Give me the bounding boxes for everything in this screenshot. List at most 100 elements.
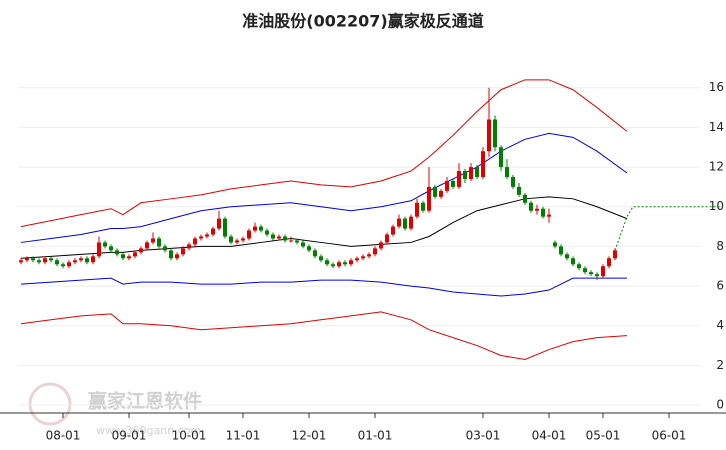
candle-body: [61, 264, 65, 267]
candle-body: [223, 218, 227, 237]
candle-body: [457, 171, 461, 187]
candle-body: [397, 218, 401, 227]
candle-body: [535, 208, 539, 211]
candle-body: [211, 228, 215, 235]
candle-body: [511, 176, 515, 187]
y-tick-label: 0: [716, 398, 724, 412]
candle-body: [295, 240, 299, 243]
channel-line: [20, 277, 627, 297]
channel-line: [20, 79, 628, 228]
candle-body: [595, 274, 599, 277]
candle-body: [97, 242, 101, 257]
candle-body: [343, 262, 347, 265]
candle-body: [577, 264, 581, 269]
candle-body: [205, 234, 209, 237]
watermark-logo: [28, 382, 72, 426]
y-tick-label: 6: [716, 279, 724, 293]
candle-body: [289, 240, 293, 242]
candle-body: [337, 262, 341, 267]
candle-body: [115, 250, 119, 255]
candle-body: [487, 119, 491, 152]
y-tick-label: 14: [709, 120, 724, 134]
y-tick-label: 16: [709, 80, 724, 94]
candle-body: [385, 234, 389, 243]
candle-body: [169, 250, 173, 259]
channel-line: [614, 206, 723, 251]
candle-body: [265, 230, 269, 235]
candle-body: [139, 248, 143, 253]
chart-title: 准油股份(002207)赢家极反通道: [242, 12, 483, 31]
candle-body: [433, 186, 437, 197]
x-tick-label: 08-01: [46, 429, 81, 443]
candle-body: [409, 216, 413, 229]
candle-body: [217, 218, 221, 229]
candle-body: [235, 240, 239, 243]
x-tick-label: 04-01: [532, 429, 567, 443]
candle-body: [73, 260, 77, 263]
candle-body: [613, 250, 617, 259]
candle-body: [439, 190, 443, 197]
candle-body: [271, 234, 275, 239]
candle-body: [49, 258, 53, 261]
candle-body: [241, 238, 245, 241]
candle-body: [19, 260, 23, 263]
candle-body: [127, 256, 131, 259]
y-tick-label: 12: [709, 160, 724, 174]
watermark-brand: 赢家江恩软件: [88, 390, 202, 413]
candle-body: [499, 147, 503, 168]
candle-body: [91, 256, 95, 263]
x-tick-label: 05-01: [586, 429, 621, 443]
channel-line: [20, 311, 628, 360]
candle-body: [85, 258, 89, 263]
candle-body: [55, 260, 59, 265]
candle-body: [367, 254, 371, 257]
candle-body: [253, 226, 257, 231]
candle-body: [469, 167, 473, 179]
y-tick-label: 2: [716, 358, 724, 372]
candle-body: [583, 268, 587, 273]
candle-body: [403, 218, 407, 229]
candle-body: [379, 242, 383, 249]
channel-line: [20, 132, 628, 243]
candle-body: [331, 264, 335, 267]
candle-body: [151, 238, 155, 243]
candle-body: [175, 254, 179, 259]
candle-body: [319, 256, 323, 261]
x-tick-label: 12-01: [292, 429, 327, 443]
x-tick-label: 11-01: [226, 429, 261, 443]
candle-body: [523, 194, 527, 203]
candle-body: [349, 260, 353, 265]
channel-line: [20, 196, 628, 259]
candle-body: [355, 258, 359, 261]
candle-body: [199, 236, 203, 239]
candle-body: [193, 238, 197, 245]
candle-body: [541, 208, 545, 217]
candle-body: [121, 254, 125, 259]
candle-body: [229, 236, 233, 243]
y-tick-label: 8: [716, 239, 724, 253]
x-tick-label: 01-01: [358, 429, 393, 443]
candle-body: [559, 246, 563, 255]
candle-body: [31, 258, 35, 261]
x-tick-label: 03-01: [466, 429, 501, 443]
watermark-url: www.360gann.com: [96, 424, 201, 437]
candle-body: [607, 258, 611, 267]
candle-body: [67, 262, 71, 267]
candle-body: [133, 252, 137, 257]
candle-body: [157, 238, 161, 247]
x-tick-label: 10-01: [172, 429, 207, 443]
candle-body: [475, 167, 479, 177]
candle-body: [307, 246, 311, 251]
candle-body: [571, 258, 575, 265]
candle-body: [43, 258, 47, 263]
candle-body: [283, 236, 287, 241]
candle-body: [493, 119, 497, 148]
candle-body: [445, 180, 449, 191]
candle-body: [565, 254, 569, 259]
candle-body: [79, 258, 83, 261]
candle-body: [361, 256, 365, 259]
candle-body: [325, 260, 329, 265]
candle-body: [163, 246, 167, 251]
candle-body: [481, 151, 485, 177]
candle-body: [589, 272, 593, 275]
